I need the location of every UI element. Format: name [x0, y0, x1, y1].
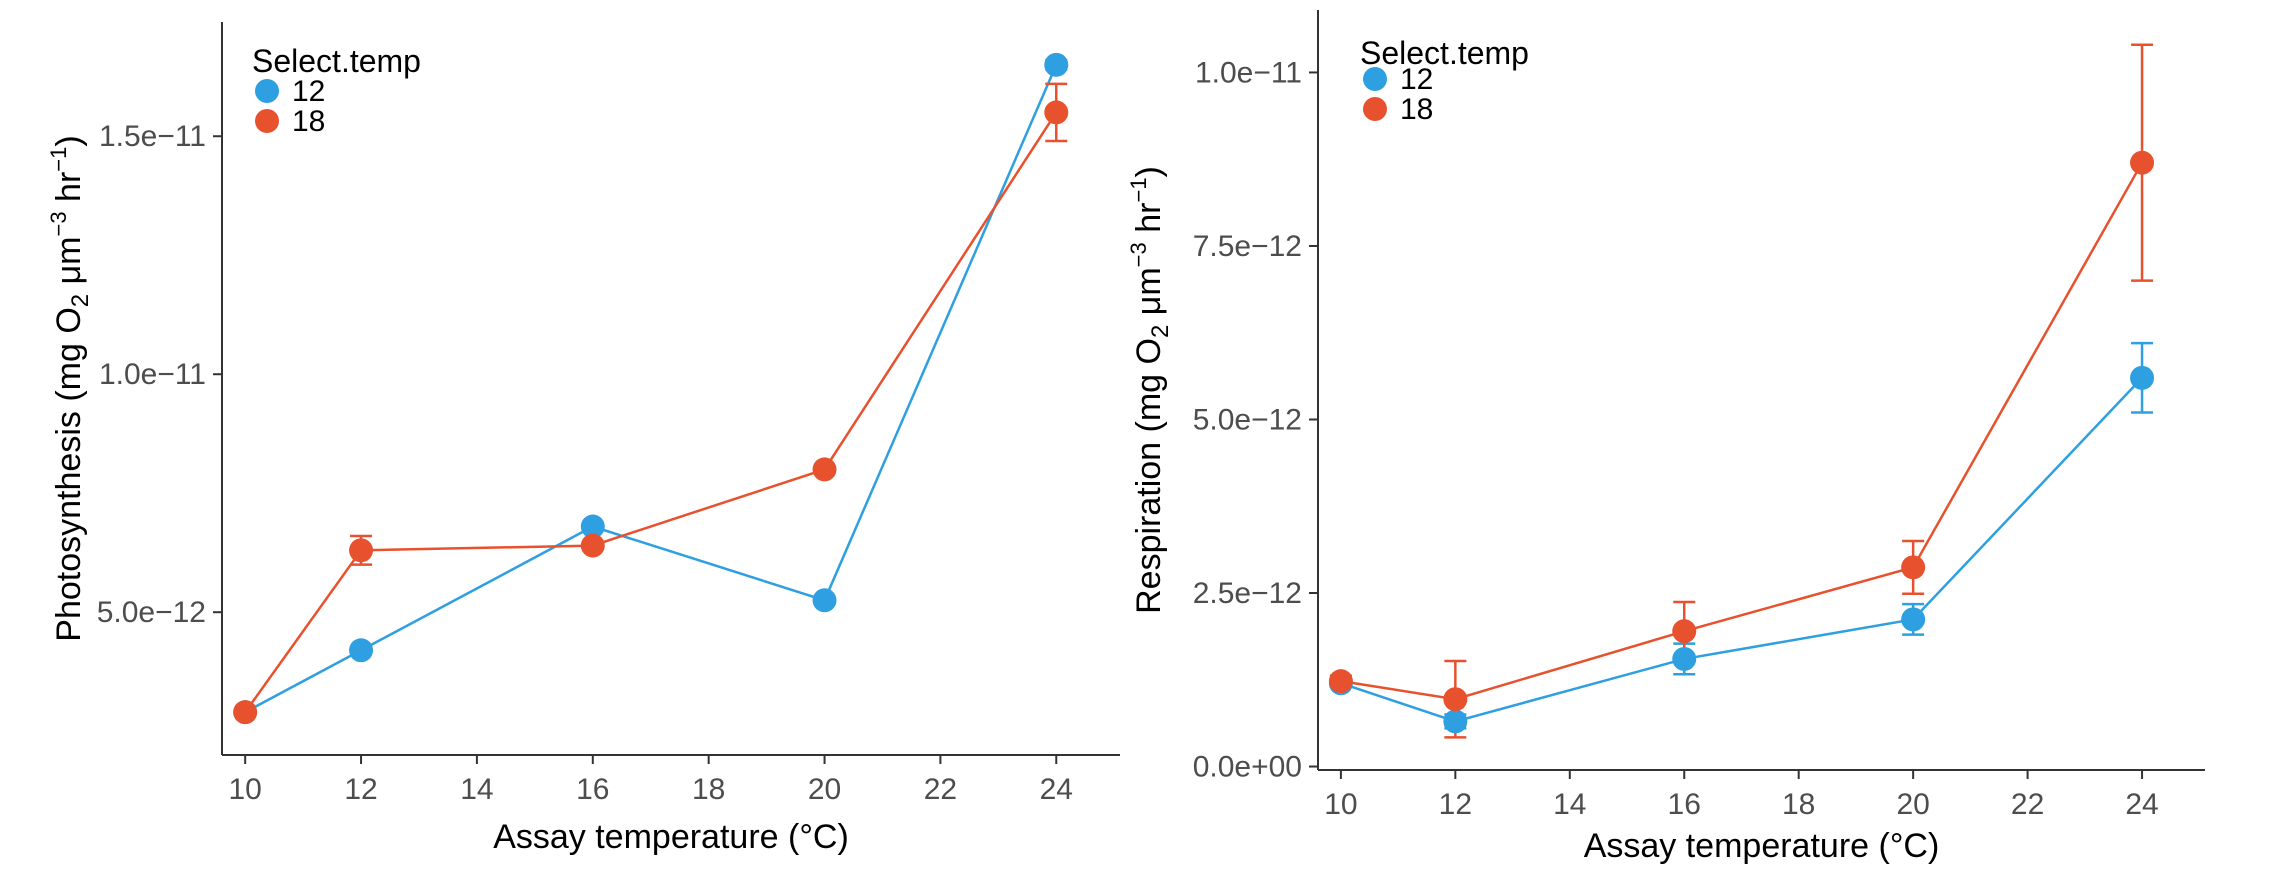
legend-label: 18	[292, 105, 325, 138]
data-point-18	[349, 538, 374, 563]
y-tick-label: 7.5e−12	[1193, 230, 1302, 263]
y-axis-title-unit: hr	[50, 172, 88, 212]
data-point-18	[1901, 555, 1926, 580]
y-axis-title-unit: μm	[50, 237, 88, 294]
y-axis-title-superscript: −1	[1126, 177, 1151, 202]
data-point-18	[1044, 100, 1069, 125]
x-tick-label: 14	[1553, 788, 1586, 821]
x-tick-label: 10	[228, 773, 261, 806]
y-axis-title-unit: hr	[1130, 203, 1168, 243]
series-line-18	[244, 111, 1058, 713]
series-line-12	[244, 64, 1058, 714]
x-tick-label: 12	[344, 773, 377, 806]
legend-marker-12	[1363, 67, 1387, 91]
data-point-18	[1443, 687, 1468, 712]
x-tick-label: 16	[1668, 788, 1701, 821]
y-tick-label: 5.0e−12	[1193, 403, 1302, 436]
x-tick-label: 20	[1896, 788, 1929, 821]
y-tick-label: 1.5e−11	[99, 120, 206, 153]
respiration-panel: 10 12 14 16 18 20 22 24 0.0e+00 2.5e−12 5.0e−12 7.5…	[1126, 10, 2205, 865]
data-point-12	[349, 638, 374, 663]
data-point-12	[1044, 52, 1069, 77]
legend-label: 18	[1400, 93, 1433, 126]
legend-title: Select.temp	[1360, 35, 1529, 71]
x-tick-label: 24	[1040, 773, 1073, 806]
series-line-18	[1340, 162, 2144, 701]
data-point-12	[812, 588, 837, 613]
data-point-12	[1901, 607, 1926, 632]
y-axis-title: Respiration (mg O2 μm−3 hr−1)	[1126, 166, 1174, 614]
y-axis-title-close: )	[1130, 166, 1168, 177]
data-point-18	[233, 700, 258, 725]
x-tick-label: 18	[692, 773, 725, 806]
legend-title: Select.temp	[252, 43, 421, 79]
y-axis-title-close: )	[50, 135, 88, 146]
x-tick-label: 18	[1782, 788, 1815, 821]
data-point-12	[1443, 709, 1468, 734]
data-point-18	[2130, 150, 2155, 175]
data-point-12	[2130, 365, 2155, 390]
legend-label: 12	[1400, 63, 1433, 96]
data-point-18	[1328, 669, 1353, 694]
y-axis-title-unit: μm	[1130, 267, 1168, 324]
y-axis-title-subscript: 2	[67, 294, 94, 307]
y-axis-title: Photosynthesis (mg O2 μm−3 hr−1)	[46, 135, 94, 641]
data-point-18	[812, 457, 837, 482]
x-tick-label: 22	[924, 773, 957, 806]
y-tick-label: 1.0e−11	[99, 358, 206, 391]
legend-label: 12	[292, 75, 325, 108]
data-point-18	[580, 533, 605, 558]
y-axis-title-superscript: −1	[46, 147, 71, 172]
y-tick-label: 1.0e−11	[1195, 56, 1302, 89]
x-tick-label: 24	[2125, 788, 2158, 821]
x-tick-label: 12	[1439, 788, 1472, 821]
y-tick-label: 2.5e−12	[1193, 577, 1302, 610]
x-tick-label: 14	[460, 773, 493, 806]
y-axis-title-superscript: −3	[46, 211, 71, 236]
x-tick-label: 22	[2011, 788, 2044, 821]
y-axis-title-main: Respiration (mg O	[1130, 338, 1168, 614]
x-axis-title: Assay temperature (°C)	[1584, 827, 1940, 865]
x-tick-label: 10	[1324, 788, 1357, 821]
y-tick-label: 0.0e+00	[1193, 751, 1302, 784]
x-tick-label: 20	[808, 773, 841, 806]
y-tick-label: 5.0e−12	[97, 596, 206, 629]
legend-marker-18	[255, 109, 279, 133]
y-axis-title-subscript: 2	[1147, 325, 1174, 338]
legend-marker-18	[1363, 97, 1387, 121]
x-tick-label: 16	[576, 773, 609, 806]
y-axis-title-main: Photosynthesis (mg O	[50, 307, 88, 641]
series-line-12	[1340, 376, 2143, 723]
x-axis-title: Assay temperature (°C)	[493, 818, 849, 856]
data-point-18	[1672, 619, 1697, 644]
data-point-12	[580, 514, 605, 539]
photosynthesis-panel: 10 12 14 16 18 20 22 24 5.0e−12 1.0e−11 1.5e−11 Ass…	[46, 22, 1120, 856]
y-axis-title-superscript: −3	[1126, 242, 1151, 267]
legend-marker-12	[255, 79, 279, 103]
data-point-12	[1672, 646, 1697, 671]
